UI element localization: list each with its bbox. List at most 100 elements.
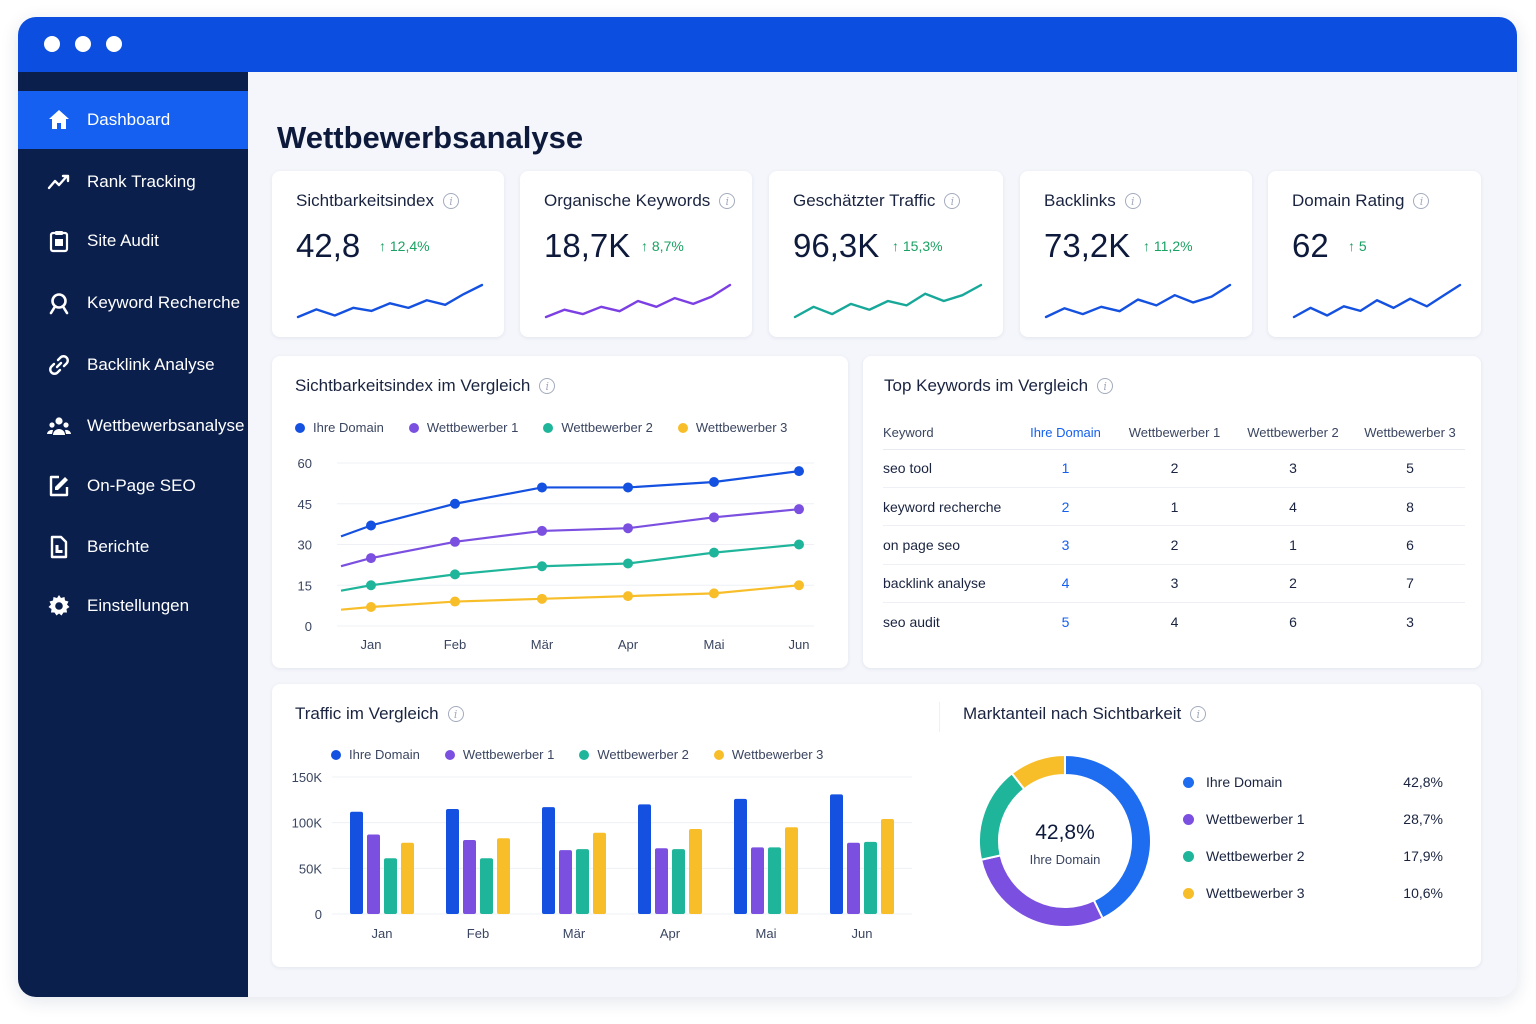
bar: [672, 849, 685, 914]
sidebar-item-on-page-seo[interactable]: On-Page SEO: [18, 457, 248, 515]
kpi-card-visibility[interactable]: Sichtbarkeitsindex i 42,8 ↑ 12,4%: [272, 171, 504, 337]
table-cell: 1: [1013, 449, 1118, 488]
info-icon[interactable]: i: [539, 378, 556, 394]
sidebar-item-label: Einstellungen: [87, 596, 190, 615]
card-title: Marktanteil nach Sichtbarkeit i: [963, 704, 1207, 724]
bar: [593, 832, 606, 914]
window-dot[interactable]: [44, 36, 60, 52]
info-icon[interactable]: i: [447, 706, 464, 722]
keywords-table: Keyword Ihre Domain Wettbewerber 1 Wettb…: [883, 416, 1465, 641]
sidebar-item-backlink-analyse[interactable]: Backlink Analyse: [18, 336, 248, 394]
legend-swatch: [444, 749, 455, 760]
window-dot[interactable]: [75, 36, 91, 52]
window-dot[interactable]: [106, 36, 122, 52]
info-icon[interactable]: i: [1097, 378, 1114, 394]
sidebar-item-wettbewerbsanalyse[interactable]: Wettbewerbsanalyse: [18, 397, 248, 455]
legend-label: Ihre Domain: [349, 747, 420, 762]
data-point: [537, 593, 547, 604]
legend-swatch: [579, 749, 590, 760]
column-header[interactable]: Wettbewerber 2: [1231, 416, 1355, 450]
sparkline: [1292, 283, 1462, 319]
share-legend: Ihre Domain 42,8% Wettbewerber 1 28,7% Wettb…: [1183, 774, 1451, 904]
legend-item[interactable]: Wettbewerber 1: [408, 420, 518, 435]
series-line: [340, 584, 800, 611]
legend-label: Wettbewerber 3: [1206, 885, 1305, 901]
legend-swatch: [677, 422, 688, 433]
legend-item[interactable]: Ihre Domain: [295, 420, 384, 435]
info-icon[interactable]: i: [442, 193, 459, 209]
table-row[interactable]: on page seo 3 2 1 6: [883, 525, 1465, 565]
data-point: [450, 569, 460, 580]
bar: [367, 834, 380, 914]
legend-item[interactable]: Wettbewerber 1: [444, 747, 554, 762]
sparkline-path: [1292, 283, 1462, 319]
bar: [542, 807, 555, 914]
table-row[interactable]: seo tool 1 2 3 5: [883, 449, 1465, 488]
chart-legend: Ihre Domain Wettbewerber 1 Wettbewerber …: [331, 747, 848, 762]
info-icon[interactable]: i: [1413, 193, 1430, 209]
share-legend-item[interactable]: Wettbewerber 1 28,7%: [1183, 811, 1443, 827]
kpi-card-backlinks[interactable]: Backlinks i 73,2K ↑ 11,2%: [1020, 171, 1252, 337]
sparkline: [1044, 283, 1232, 319]
legend-percentage: 42,8%: [1403, 774, 1443, 790]
kpi-value: 62: [1292, 227, 1329, 264]
share-legend-item[interactable]: Wettbewerber 3 10,6%: [1183, 885, 1443, 901]
sidebar-item-einstellungen[interactable]: Einstellungen: [18, 577, 248, 635]
sidebar-item-keyword-recherche[interactable]: Keyword Recherche: [18, 274, 248, 332]
column-header[interactable]: Wettbewerber 1: [1118, 416, 1231, 450]
kpi-card-traffic[interactable]: Geschätzter Traffic i 96,3K ↑ 15,3%: [769, 171, 1003, 337]
card-title-text: Sichtbarkeitsindex im Vergleich: [295, 376, 531, 395]
data-point: [366, 553, 376, 564]
kpi-card-keywords[interactable]: Organische Keywords i 18,7K ↑ 8,7%: [520, 171, 752, 337]
donut-chart: 42,8% Ihre Domain: [978, 753, 1152, 928]
legend-item[interactable]: Wettbewerber 3: [713, 747, 823, 762]
table-header-row: Keyword Ihre Domain Wettbewerber 1 Wettb…: [883, 416, 1465, 450]
bar: [638, 804, 651, 914]
sidebar-item-dashboard[interactable]: Dashboard: [18, 91, 248, 149]
x-tick-label: Apr: [618, 637, 639, 652]
sidebar-item-label: Rank Tracking: [87, 172, 196, 191]
legend-item[interactable]: Wettbewerber 2: [579, 747, 689, 762]
info-icon[interactable]: i: [1190, 706, 1207, 722]
trend-line-icon: [46, 169, 72, 195]
share-legend-item[interactable]: Wettbewerber 2 17,9%: [1183, 848, 1443, 864]
info-icon[interactable]: i: [1124, 193, 1141, 209]
table-row[interactable]: backlink analyse 4 3 2 7: [883, 564, 1465, 604]
kpi-delta: ↑ 8,7%: [641, 238, 684, 254]
sidebar-item-label: Site Audit: [87, 231, 159, 250]
legend-swatch: [543, 422, 554, 433]
y-tick-label: 45: [298, 497, 312, 512]
legend-label: Wettbewerber 1: [1206, 811, 1305, 827]
legend-item[interactable]: Wettbewerber 2: [543, 420, 653, 435]
card-title: Sichtbarkeitsindex im Vergleich i: [295, 376, 556, 396]
series-line: [340, 508, 800, 568]
column-header[interactable]: Keyword: [883, 416, 1013, 450]
sidebar-item-site-audit[interactable]: Site Audit: [18, 212, 248, 270]
table-row[interactable]: seo audit 5 4 6 3: [883, 603, 1465, 641]
table-cell: 2: [1118, 525, 1231, 565]
legend-item[interactable]: Wettbewerber 3: [677, 420, 787, 435]
legend-percentage: 10,6%: [1403, 885, 1443, 901]
share-legend-item[interactable]: Ihre Domain 42,8%: [1183, 774, 1443, 790]
table-cell: 4: [1231, 487, 1355, 527]
bar: [463, 840, 476, 914]
bar: [734, 798, 747, 914]
kpi-card-domain-rating[interactable]: Domain Rating i 62 ↑ 5: [1268, 171, 1481, 337]
traffic-share-card: Traffic im Vergleich i Ihre Domain Wettbe…: [272, 684, 1481, 967]
sparkline: [793, 283, 983, 319]
sidebar-item-berichte[interactable]: Berichte: [18, 518, 248, 576]
donut-center-value: 42,8%: [1035, 821, 1095, 844]
info-icon[interactable]: i: [719, 193, 736, 209]
y-tick-label: 0: [315, 907, 322, 922]
table-cell: 5: [1061, 614, 1070, 630]
column-header[interactable]: Wettbewerber 3: [1355, 416, 1465, 450]
info-icon[interactable]: i: [944, 193, 961, 209]
legend-item[interactable]: Ihre Domain: [331, 747, 420, 762]
column-header[interactable]: Ihre Domain: [1013, 416, 1118, 450]
title-bar: [18, 17, 1517, 72]
table-row[interactable]: keyword recherche 2 1 4 8: [883, 487, 1465, 527]
legend-label: Wettbewerber 2: [1206, 848, 1305, 864]
sidebar-item-rank-tracking[interactable]: Rank Tracking: [18, 153, 248, 211]
y-tick-label: 30: [298, 538, 312, 553]
data-point: [366, 520, 376, 531]
